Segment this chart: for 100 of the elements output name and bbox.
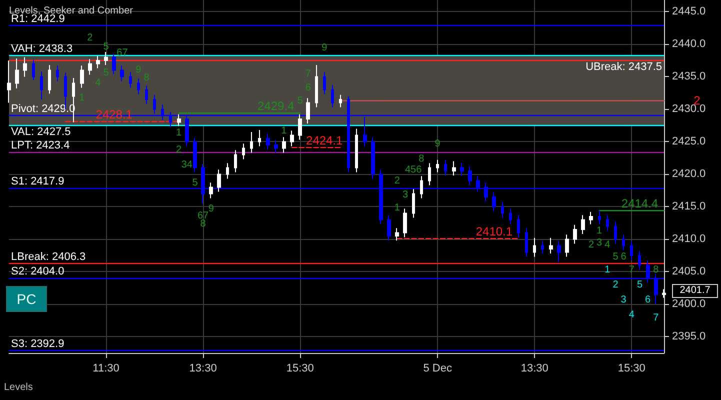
y-tick-label: 2405.0 [672, 266, 706, 278]
candlestick [193, 137, 197, 173]
candlestick [428, 162, 431, 186]
candlestick [177, 114, 181, 127]
annotation: 8 [144, 72, 150, 84]
annotation: 2 [612, 280, 618, 291]
data-label: 2414.4 [621, 196, 658, 211]
annotation: 6 [645, 294, 651, 306]
ref-line-label: LPT: 2423.4 [11, 140, 70, 152]
annotation: 2 [87, 32, 93, 44]
candlestick [452, 160, 456, 176]
candlestick [387, 214, 391, 242]
annotation: 8 [653, 264, 659, 276]
candlestick [622, 234, 625, 251]
pc-button: PC [6, 286, 47, 312]
candlestick [436, 159, 439, 173]
data-label: 2429.4 [258, 99, 295, 114]
annotation: 456 [404, 164, 422, 176]
candlestick [282, 136, 286, 154]
candlestick [339, 94, 342, 108]
ref-line-label: UBreak: 2437.5 [586, 60, 662, 73]
candlestick [120, 65, 124, 82]
y-tick-label: 2445.0 [672, 6, 706, 18]
annotation: 1 [176, 127, 182, 138]
annotation: 5 [103, 67, 109, 78]
y-tick-label: 2440.0 [672, 38, 706, 50]
candlestick [234, 150, 237, 173]
annotation: 5 [636, 280, 643, 291]
candlestick [32, 59, 35, 80]
annotation: 7 [653, 312, 659, 324]
candlestick [274, 140, 278, 154]
annotation: 4 [95, 78, 101, 89]
annotation: 9 [434, 138, 440, 150]
candlestick [460, 162, 464, 176]
candlestick [15, 58, 19, 89]
candlestick [533, 237, 536, 258]
candlestick [606, 214, 609, 232]
ref-line-label: VAL: 2427.5 [11, 126, 71, 138]
y-tick-label: 2420.0 [672, 168, 706, 180]
candlestick [266, 133, 270, 150]
annotation: 4 [628, 310, 634, 321]
candlestick [331, 84, 334, 108]
y-tick-label: 2400.0 [672, 298, 706, 310]
candlestick [23, 56, 27, 78]
ref-line-label: S2: 2404.0 [11, 266, 64, 278]
annotation: 4 [604, 240, 610, 251]
candlestick [517, 214, 520, 238]
annotation: 5 [103, 41, 109, 52]
candlestick [242, 143, 245, 160]
x-tick-label: 13:30 [189, 362, 217, 374]
annotation: 1 [596, 226, 602, 237]
y-tick-label: 2435.0 [672, 70, 706, 83]
annotation: 6 [305, 82, 311, 94]
candlestick [217, 169, 221, 192]
annotation: 9 [322, 42, 328, 54]
annotation: 1 [394, 202, 400, 214]
y-tick-label: 2415.0 [672, 200, 706, 213]
candlestick [112, 53, 116, 75]
candlestick [565, 234, 569, 258]
candlestick [371, 136, 375, 180]
candlestick [395, 228, 399, 242]
candlestick [525, 228, 528, 258]
x-tick-label: 15:30 [618, 362, 646, 374]
x-tick-label: 5 Dec [423, 362, 452, 374]
candlestick [557, 240, 561, 262]
candlestick [403, 208, 407, 238]
annotation: 3 [596, 238, 602, 249]
ref-line-label: S1: 2417.9 [11, 175, 64, 188]
candlestick [581, 214, 585, 235]
candlestick [56, 65, 59, 82]
data-label: 2424.1 [306, 134, 344, 148]
annotation: 2 [394, 175, 400, 186]
candlestick [226, 162, 229, 180]
candlestick [662, 288, 666, 298]
annotation: 34 [181, 160, 192, 171]
ref-line-label: VAH: 2438.3 [11, 42, 73, 55]
candlestick [468, 166, 472, 186]
candlestick [315, 64, 318, 108]
candlestick [7, 60, 11, 104]
candlestick [598, 210, 601, 225]
annotation: 7 [628, 264, 634, 276]
annotation: 5 [192, 178, 198, 189]
candlestick [80, 65, 84, 88]
annotation: 5 [612, 251, 618, 262]
candlestick [104, 52, 108, 66]
annotation: 1 [604, 264, 610, 276]
annotation: 8 [200, 218, 206, 230]
candlestick [355, 128, 358, 173]
candlestick [444, 159, 447, 176]
text: Levels [4, 382, 33, 393]
candlestick [306, 98, 310, 124]
candlestick [638, 250, 641, 270]
annotation: 8 [418, 153, 424, 164]
price-tag: 2401.7 [672, 284, 718, 298]
x-tick-label: 13:30 [520, 362, 548, 374]
candlestick [137, 78, 140, 95]
ref-line-label: R1: 2442.9 [11, 12, 65, 25]
candlestick [323, 72, 326, 95]
candlestick [614, 221, 617, 244]
y-tick-label: 2425.0 [672, 136, 706, 148]
